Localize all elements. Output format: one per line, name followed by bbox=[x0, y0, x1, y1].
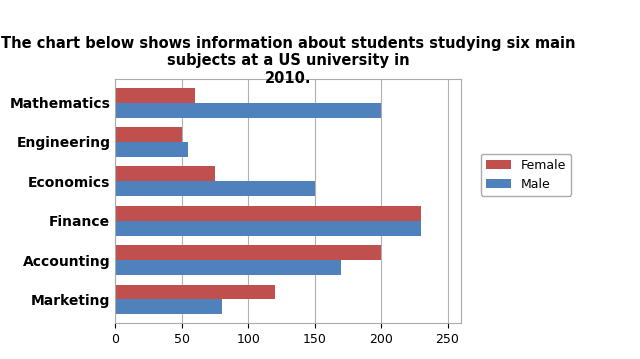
Legend: Female, Male: Female, Male bbox=[481, 154, 572, 196]
Bar bbox=[115, 285, 275, 299]
Bar bbox=[115, 299, 221, 314]
Text: The chart below shows information about students studying six main subjects at a: The chart below shows information about … bbox=[1, 36, 575, 86]
Bar bbox=[115, 103, 381, 117]
Bar bbox=[115, 181, 315, 196]
Bar bbox=[115, 260, 341, 275]
Bar bbox=[115, 166, 215, 181]
Bar bbox=[115, 88, 195, 103]
Bar bbox=[115, 206, 421, 221]
Bar bbox=[115, 221, 421, 236]
Bar bbox=[115, 142, 188, 157]
Bar bbox=[115, 245, 381, 260]
Bar bbox=[115, 127, 182, 142]
